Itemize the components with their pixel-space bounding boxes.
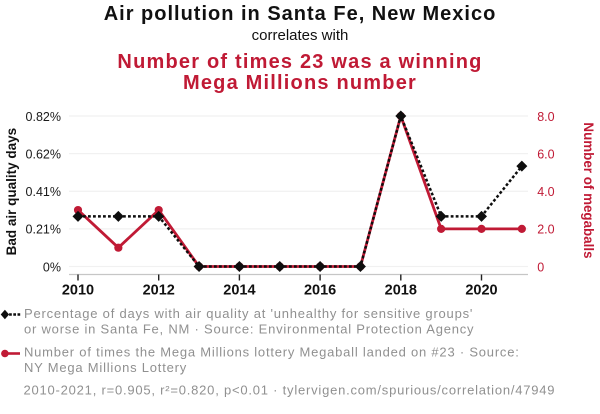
svg-text:0.82%: 0.82%: [26, 110, 61, 124]
svg-text:NY Mega Millions Lottery: NY Mega Millions Lottery: [24, 360, 187, 375]
svg-text:0.21%: 0.21%: [26, 223, 61, 237]
svg-text:0: 0: [537, 260, 544, 274]
svg-text:0.41%: 0.41%: [26, 185, 61, 199]
svg-text:Percentage of days with air qu: Percentage of days with air quality at '…: [24, 306, 473, 321]
svg-text:2010-2021, r=0.905, r²=0.820,: 2010-2021, r=0.905, r²=0.820, p<0.01 · t…: [24, 383, 556, 398]
svg-text:0%: 0%: [43, 260, 61, 274]
svg-text:0.62%: 0.62%: [26, 148, 61, 162]
svg-text:4.0: 4.0: [537, 185, 554, 199]
svg-text:6.0: 6.0: [537, 148, 554, 162]
svg-text:Number of megaballs: Number of megaballs: [581, 122, 596, 258]
svg-text:2020: 2020: [465, 283, 497, 299]
svg-text:8.0: 8.0: [537, 110, 554, 124]
svg-text:2012: 2012: [143, 283, 175, 299]
svg-text:2014: 2014: [223, 283, 255, 299]
svg-text:Bad air quality days: Bad air quality days: [4, 128, 19, 256]
svg-text:2016: 2016: [304, 283, 336, 299]
svg-text:Number of times the Mega Milli: Number of times the Mega Millions lotter…: [24, 345, 520, 360]
svg-text:2010: 2010: [62, 283, 94, 299]
svg-text:or worse in Santa Fe, NM · Sou: or worse in Santa Fe, NM · Source: Envir…: [24, 322, 474, 337]
svg-text:2.0: 2.0: [537, 223, 554, 237]
svg-text:2018: 2018: [385, 283, 417, 299]
